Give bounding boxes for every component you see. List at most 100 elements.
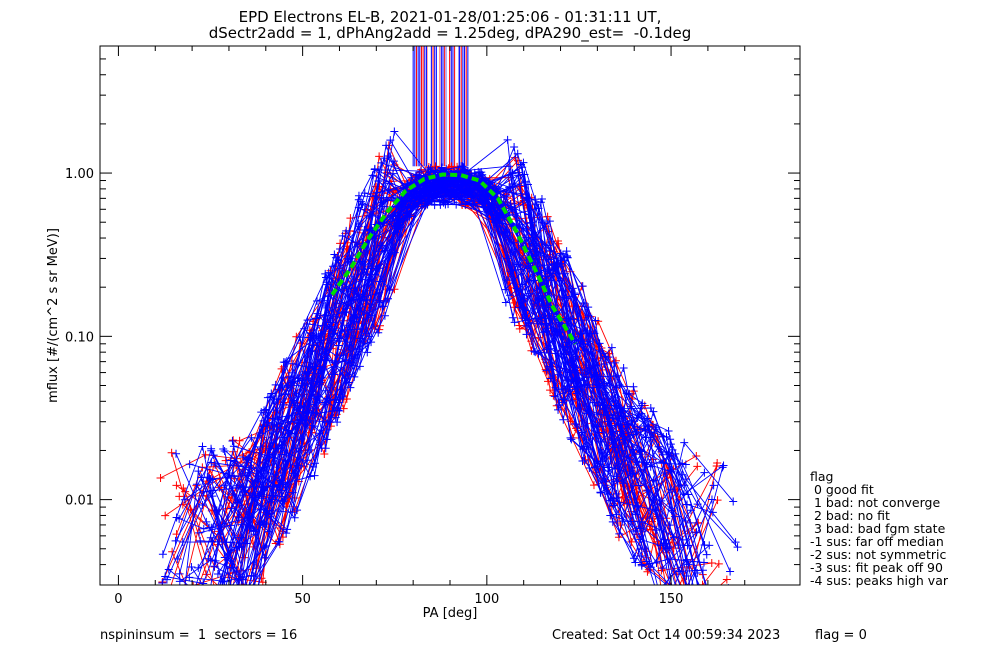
series-marker bbox=[333, 418, 342, 427]
series-marker bbox=[178, 500, 187, 509]
series-marker bbox=[518, 163, 527, 172]
series-marker bbox=[622, 389, 631, 398]
series-marker bbox=[212, 587, 220, 595]
series-marker bbox=[502, 192, 511, 201]
series-line bbox=[216, 161, 635, 549]
series-marker bbox=[209, 451, 218, 460]
series-marker bbox=[210, 603, 218, 611]
series-marker bbox=[515, 303, 524, 312]
chart-title-line2: dSectr2add = 1, dPhAng2add = 1.25deg, dP… bbox=[208, 24, 692, 42]
series-marker bbox=[275, 537, 284, 546]
series-marker bbox=[376, 298, 385, 307]
series-marker bbox=[257, 408, 266, 417]
series-marker bbox=[692, 451, 701, 460]
series-marker bbox=[707, 558, 716, 567]
series-marker bbox=[337, 299, 346, 308]
series-marker bbox=[288, 508, 297, 517]
series-marker bbox=[385, 179, 394, 188]
series-marker bbox=[705, 596, 713, 604]
series-marker bbox=[611, 443, 620, 452]
series-line bbox=[182, 166, 691, 585]
series-marker bbox=[652, 558, 661, 567]
series-marker bbox=[199, 487, 208, 496]
series-marker bbox=[686, 598, 694, 606]
spike-gap bbox=[455, 46, 459, 167]
series-marker bbox=[426, 167, 435, 176]
series-marker bbox=[543, 212, 552, 221]
series-marker bbox=[277, 450, 286, 459]
series-marker bbox=[300, 324, 309, 333]
series-marker bbox=[691, 588, 699, 596]
series-marker bbox=[198, 442, 207, 451]
series-marker bbox=[201, 450, 210, 459]
series-marker bbox=[222, 597, 230, 605]
series-marker bbox=[531, 348, 540, 357]
series-marker bbox=[522, 330, 531, 339]
series-marker bbox=[218, 581, 227, 585]
series-marker bbox=[578, 282, 587, 291]
series-marker bbox=[666, 440, 675, 449]
series-marker bbox=[707, 495, 716, 504]
series-marker bbox=[729, 497, 738, 506]
series-marker bbox=[558, 250, 567, 259]
series-marker bbox=[699, 558, 708, 567]
series-marker bbox=[363, 348, 372, 357]
series-marker bbox=[263, 393, 272, 402]
series-marker bbox=[282, 529, 291, 538]
series-marker bbox=[475, 171, 484, 180]
series-marker bbox=[199, 579, 208, 585]
series-marker bbox=[545, 217, 554, 226]
series-marker bbox=[206, 556, 215, 565]
series-marker bbox=[305, 445, 314, 454]
series-marker bbox=[171, 536, 180, 545]
series-marker bbox=[658, 564, 667, 573]
series-marker bbox=[233, 607, 241, 615]
series-marker bbox=[584, 303, 593, 312]
series-marker bbox=[324, 268, 333, 277]
series-marker bbox=[158, 550, 167, 559]
series-marker bbox=[164, 565, 173, 574]
series-marker bbox=[214, 589, 222, 597]
series-marker bbox=[330, 250, 339, 259]
series-marker bbox=[214, 606, 222, 614]
legend-item: 1 bad: not converge bbox=[810, 495, 941, 510]
series-marker bbox=[416, 167, 425, 176]
series-marker bbox=[631, 526, 640, 535]
series-marker bbox=[636, 524, 645, 533]
series-marker bbox=[235, 481, 244, 490]
series-marker bbox=[612, 402, 621, 411]
series-marker bbox=[626, 517, 635, 526]
series-marker bbox=[642, 557, 651, 566]
series-marker bbox=[634, 502, 643, 511]
series-marker bbox=[481, 197, 490, 206]
series-marker bbox=[211, 460, 220, 469]
series-marker bbox=[698, 566, 707, 575]
series-marker bbox=[238, 582, 240, 585]
series-marker bbox=[515, 321, 524, 330]
series-marker bbox=[642, 487, 651, 496]
series-marker bbox=[567, 435, 576, 444]
series-marker bbox=[496, 187, 505, 196]
series-marker bbox=[629, 382, 638, 391]
series-marker bbox=[520, 294, 529, 303]
series-marker bbox=[683, 500, 692, 509]
footer-created: Created: Sat Oct 14 00:59:34 2023 bbox=[552, 628, 781, 643]
series-marker bbox=[268, 414, 277, 423]
series-marker bbox=[247, 433, 256, 442]
series-marker bbox=[290, 513, 299, 522]
series-marker bbox=[733, 543, 742, 552]
series-marker bbox=[459, 163, 468, 172]
series-marker bbox=[628, 417, 637, 426]
series-marker bbox=[180, 495, 189, 504]
series-marker bbox=[678, 608, 686, 616]
series-marker bbox=[205, 523, 214, 532]
series-marker bbox=[652, 423, 661, 432]
series-marker bbox=[355, 334, 364, 343]
series-marker bbox=[279, 478, 288, 487]
series-marker bbox=[689, 600, 697, 608]
series-marker bbox=[225, 469, 234, 478]
series-marker bbox=[610, 358, 619, 367]
series-marker bbox=[406, 203, 415, 212]
series-marker bbox=[233, 611, 241, 619]
series-marker bbox=[190, 589, 198, 597]
